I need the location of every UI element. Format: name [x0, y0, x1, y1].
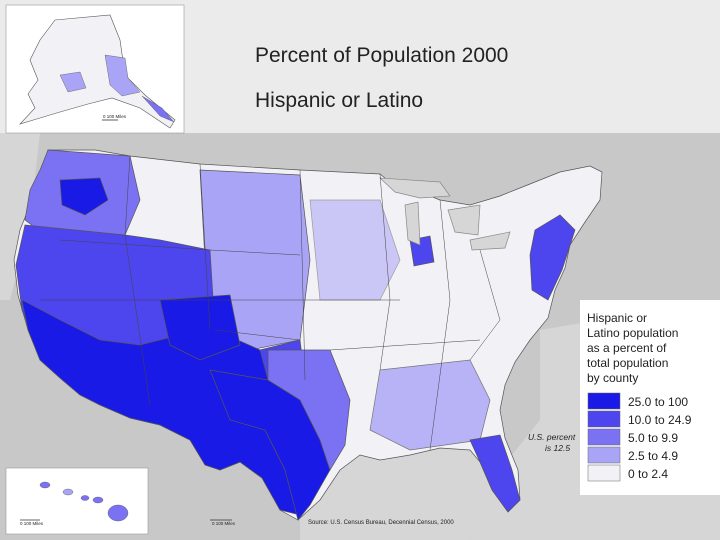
legend-heading-3: as a percent of [587, 341, 667, 355]
lake-michigan [404, 201, 421, 246]
source-note: Source: U.S. Census Bureau, Decennial Ce… [308, 520, 454, 526]
midwest-patches [309, 199, 401, 301]
legend-label-2: 10.0 to 24.9 [628, 413, 692, 427]
legend-heading-1: Hispanic or [587, 311, 647, 325]
legend-swatch-3 [587, 428, 621, 446]
lake-erie [469, 231, 511, 251]
legend-label-5: 0 to 2.4 [628, 467, 668, 481]
legend-swatch-5 [587, 464, 621, 482]
legend-label-4: 2.5 to 4.9 [628, 449, 678, 463]
mainland-us [13, 149, 603, 521]
central-washington [59, 177, 109, 216]
map-title: Percent of Population 2000 [255, 44, 508, 67]
east-texas [267, 349, 351, 471]
gulf-of-mexico [300, 440, 500, 540]
southeast [369, 359, 491, 451]
map-subtitle: Hispanic or Latino [255, 89, 423, 112]
state-borders [40, 155, 501, 451]
legend-swatch-4 [587, 446, 621, 464]
lake-superior [379, 177, 451, 199]
pacific-ocean [0, 133, 40, 300]
alaska-scale: 0 100 Miles [103, 114, 127, 119]
us-percent-line-1: U.S. percent [528, 432, 576, 442]
alaska-inset: 0 100 Miles [5, 4, 185, 134]
legend-heading-5: by county [587, 371, 638, 385]
legend: Hispanic or Latino population as a perce… [580, 300, 720, 495]
hawaii-scale: 0 100 Miles [20, 521, 44, 526]
legend-swatch-2 [587, 410, 621, 428]
colorado-new-mexico [159, 294, 241, 361]
legend-swatch-1 [587, 392, 621, 410]
legend-heading-2: Latino population [587, 326, 678, 340]
hawaii-inset: 0 100 Miles [5, 467, 149, 535]
florida [469, 434, 521, 513]
mainland-scale: 0 100 Miles [212, 521, 236, 526]
lake-huron [447, 204, 481, 236]
legend-label-1: 25.0 to 100 [628, 395, 688, 409]
northeast-corridor [529, 214, 576, 301]
legend-heading-4: total population [587, 356, 668, 370]
legend-label-3: 5.0 to 9.9 [628, 431, 678, 445]
us-percent-line-2: is 12.5 [545, 443, 570, 453]
